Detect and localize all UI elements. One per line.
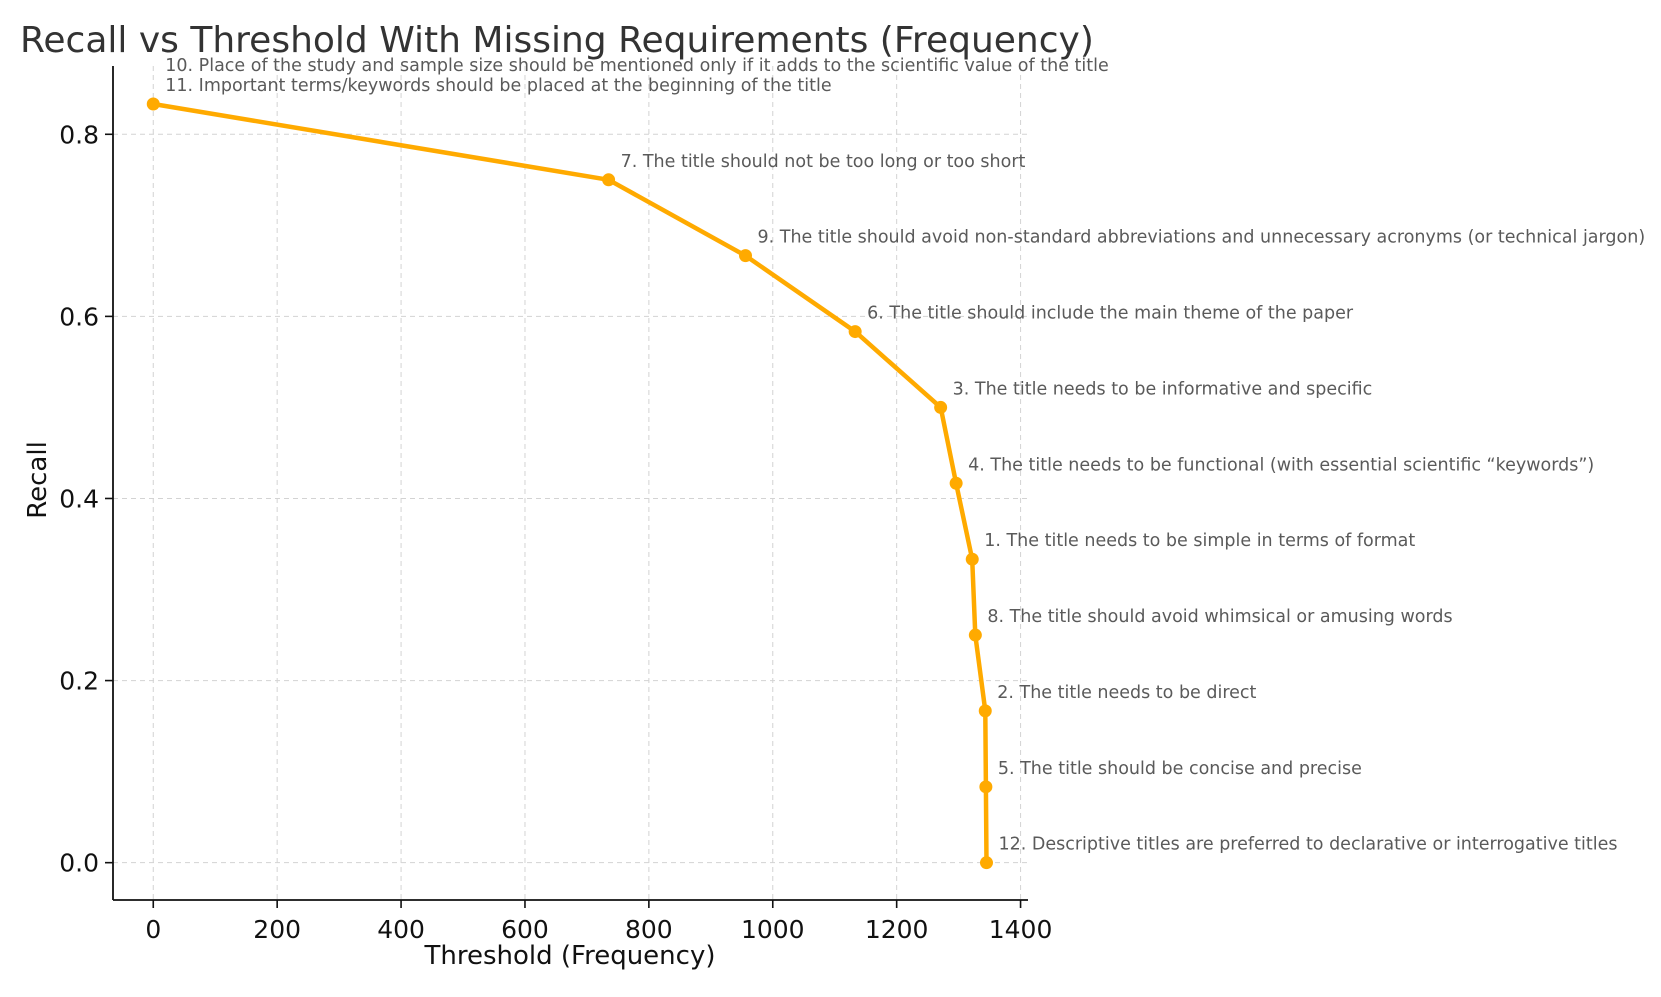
point-annotation: 7. The title should not be too long or t… — [621, 152, 1026, 172]
y-tick-label: 0.6 — [59, 302, 99, 331]
x-tick-label: 400 — [377, 915, 425, 944]
annotations: 10. Place of the study and sample size s… — [165, 56, 1645, 855]
x-tick-label: 200 — [253, 915, 301, 944]
y-tick-label: 0.0 — [59, 849, 99, 878]
x-tick-label: 800 — [625, 915, 673, 944]
data-point — [739, 249, 753, 263]
point-annotation: 10. Place of the study and sample size s… — [165, 56, 1108, 76]
data-point — [602, 173, 616, 187]
grid-lines — [113, 66, 1028, 900]
x-tick-label: 600 — [501, 915, 549, 944]
point-annotation: 4. The title needs to be functional (wit… — [968, 455, 1594, 475]
data-point — [934, 400, 948, 414]
data-point — [968, 628, 982, 642]
y-tick-label: 0.2 — [59, 667, 99, 696]
x-tick-label: 1000 — [741, 915, 805, 944]
point-annotation: 2. The title needs to be direct — [997, 683, 1256, 703]
point-annotation: 8. The title should avoid whimsical or a… — [987, 607, 1452, 627]
ticks: 0 200 400 600 800 1000 1200 1400 0.0 0.2 0.4 0.6 0.8 — [59, 120, 1052, 944]
point-annotation: 6. The title should include the main the… — [867, 304, 1354, 324]
data-point — [979, 856, 993, 870]
chart-title: Recall vs Threshold With Missing Require… — [20, 20, 1094, 61]
data-point — [146, 97, 160, 111]
x-tick-label: 0 — [145, 915, 161, 944]
data-point — [979, 780, 993, 794]
y-tick-label: 0.8 — [59, 120, 99, 149]
point-annotation: 11. Important terms/keywords should be p… — [165, 76, 831, 96]
x-axis-label: Threshold (Frequency) — [423, 941, 715, 971]
point-annotation: 12. Descriptive titles are preferred to … — [998, 835, 1617, 855]
point-annotation: 5. The title should be concise and preci… — [998, 759, 1362, 779]
x-tick-label: 1400 — [989, 915, 1053, 944]
x-tick-label: 1200 — [865, 915, 929, 944]
data-point — [949, 476, 963, 490]
series-layer — [146, 97, 993, 870]
data-point — [848, 325, 862, 339]
series-line — [151, 101, 989, 865]
point-annotation: 9. The title should avoid non-standard a… — [758, 228, 1646, 248]
y-tick-label: 0.4 — [59, 484, 99, 513]
point-annotation: 3. The title needs to be informative and… — [953, 379, 1373, 399]
data-point — [978, 704, 992, 718]
y-axis-label: Recall — [23, 441, 53, 519]
data-point — [965, 552, 979, 566]
point-annotation: 1. The title needs to be simple in terms… — [984, 531, 1415, 551]
axes — [112, 66, 1028, 901]
